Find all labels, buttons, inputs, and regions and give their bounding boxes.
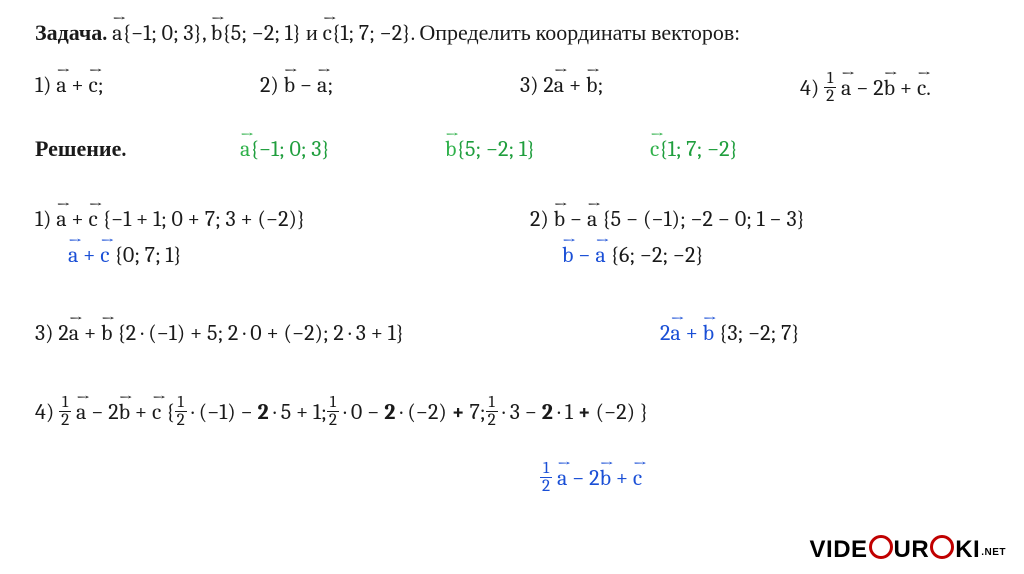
problem-line: Задача. a{−1; 0; 3}, b{5; −2; 1} и c{1; … [35,20,740,46]
task-1: 1) a + c; [35,72,104,98]
solution-label: Решение. [35,136,126,162]
logo-ring-icon [930,535,954,559]
task-4: 4) 12 a − 2b + c. [800,72,931,107]
task-2: 2) b − a; [260,72,333,98]
solution-1-result: a + c {0; 7; 1} [68,242,182,268]
solution-3-result: 2a + b {3; −2; 7} [660,320,800,346]
solution-4-expand: 4) 12 a − 2b + c {12 · (−1) − 2 · 5 + 1;… [35,396,648,431]
solution-4-result: 12 a − 2b + c [540,462,642,497]
solution-2-expand: 2) b − a {5 − (−1); −2 − 0; 1 − 3} [530,206,805,232]
watermark-logo: VIDEURKI.NET [810,535,1006,564]
solution-2-result: b − a {6; −2; −2} [562,242,704,268]
recall-b: b{5; −2; 1} [445,136,535,162]
problem-label: Задача. [35,20,107,46]
solution-3-expand: 3) 2a + b {2 · (−1) + 5; 2 · 0 + (−2); 2… [35,320,404,346]
recall-a: a{−1; 0; 3} [240,136,330,162]
vector-a: a [112,20,122,46]
math-worksheet: Задача. a{−1; 0; 3}, b{5; −2; 1} и c{1; … [0,0,1024,574]
task-3: 3) 2a + b; [520,72,603,98]
vector-b: b [211,20,222,46]
logo-ring-icon [869,535,893,559]
solution-1-expand: 1) a + c {−1 + 1; 0 + 7; 3 + (−2)} [35,206,305,232]
vector-c: c [323,20,332,46]
recall-c: c{1; 7; −2} [650,136,738,162]
